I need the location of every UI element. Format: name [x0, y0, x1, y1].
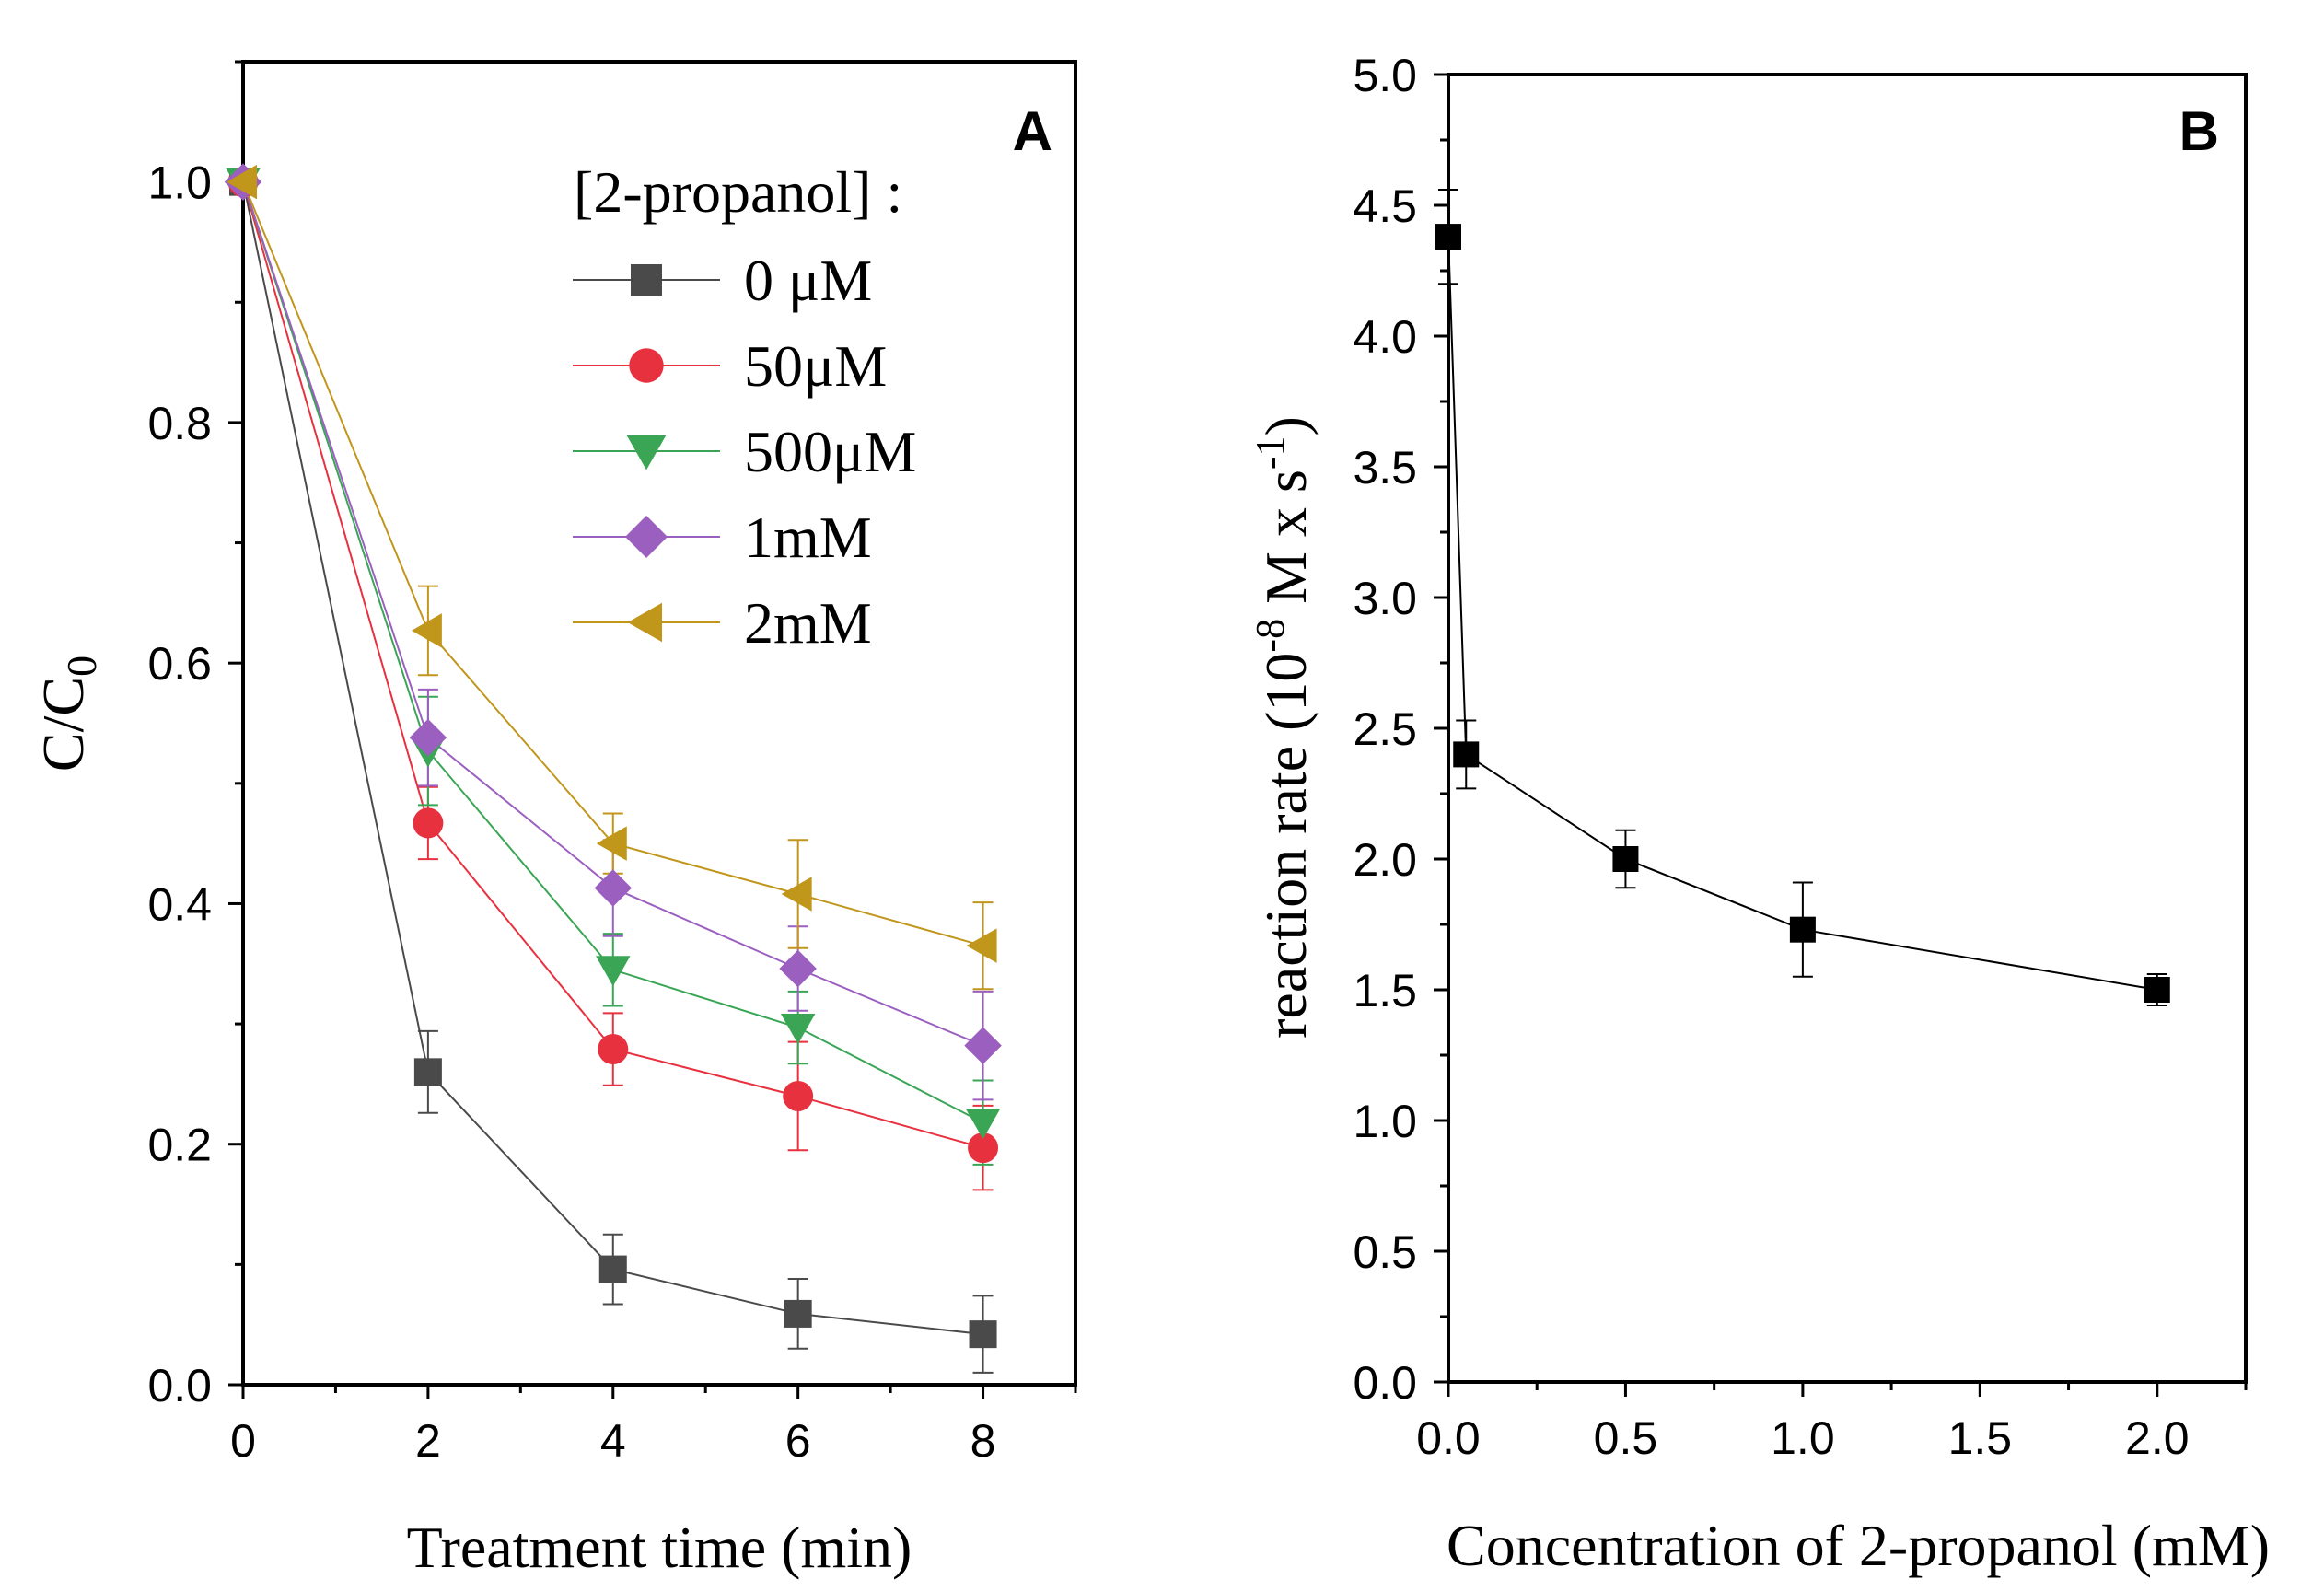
y-tick-label: 0.6: [147, 638, 212, 690]
legend-marker: [631, 264, 662, 296]
panel-a-x-axis-title: Treatment time (min): [407, 1515, 912, 1580]
panel-a: 0 2 4 6 8 0.0 0.2 0.4 0.6 0.8 1.0 A Treatment time…: [30, 60, 1077, 1580]
x-tick-label: 0.0: [1416, 1412, 1481, 1464]
data-point: [413, 1058, 442, 1086]
panel-b-tick-labels: 0.0 0.5 1.0 1.5 2.0 0.0 0.5 1.0 1.5 2.0 2.5 3.0 3.5 4…: [1353, 50, 2189, 1464]
legend-entry: 50μM: [573, 333, 887, 399]
legend-label: 500μM: [744, 419, 916, 484]
legend-entry: 1mM: [573, 505, 872, 570]
y-tick-label: 0.2: [147, 1120, 212, 1171]
panel-a-markers: [224, 163, 1002, 1349]
data-point: [409, 718, 447, 757]
legend-label: 1mM: [744, 505, 872, 570]
legend-marker: [627, 602, 662, 643]
panel-b-y-axis-title: reaction rate (10-8 M x s-1): [1248, 416, 1319, 1039]
data-point: [969, 1320, 997, 1349]
y-tick-label: 0.0: [147, 1360, 212, 1411]
data-point: [965, 1109, 1001, 1140]
panel-b-y-title-pre: reaction rate (10: [1253, 653, 1319, 1039]
y-tick-label: 0.4: [147, 878, 212, 930]
data-point: [411, 613, 442, 648]
y-tick-label: 1.5: [1353, 965, 1417, 1016]
panel-b: 0.0 0.5 1.0 1.5 2.0 0.0 0.5 1.0 1.5 2.0 2.5 3.0 3.5 4…: [1248, 50, 2270, 1578]
data-point: [598, 1034, 629, 1065]
legend-entries: 0 μM 50μM 500μM 1mM 2mM: [573, 248, 916, 656]
panel-a-tick-labels: 0 2 4 6 8 0.0 0.2 0.4 0.6 0.8 1.0: [147, 157, 995, 1467]
data-point: [964, 1027, 1002, 1064]
data-point: [596, 826, 627, 861]
legend-label: 0 μM: [744, 248, 872, 313]
y-tick-label: 0.8: [147, 398, 212, 449]
data-point: [1435, 224, 1461, 250]
y-tick-label: 4.0: [1353, 311, 1417, 363]
x-tick-label: 6: [785, 1415, 811, 1467]
data-point: [781, 877, 812, 912]
data-point: [2144, 977, 2170, 1003]
data-point: [784, 1299, 812, 1328]
data-point: [413, 807, 444, 839]
legend-marker: [625, 516, 668, 558]
data-point: [1612, 846, 1639, 872]
x-tick-label: 1.0: [1771, 1412, 1835, 1464]
y-tick-label: 3.0: [1353, 573, 1417, 624]
panel-b-ticks: [1434, 73, 2248, 1397]
data-point: [780, 1014, 816, 1045]
y-tick-label: 0.0: [1353, 1357, 1417, 1409]
x-tick-label: 2.0: [2125, 1412, 2190, 1464]
panel-b-y-title-post: ): [1253, 416, 1319, 435]
legend-label: 50μM: [744, 333, 887, 399]
y-tick-label: 0.5: [1353, 1226, 1417, 1278]
panel-a-error-bars: [417, 585, 994, 1374]
panel-a-ticks: [228, 60, 1077, 1399]
panel-b-y-title-sup2: -1: [1248, 435, 1293, 470]
panel-b-markers: [1435, 224, 2170, 1003]
panel-a-legend: [2-propanol] : 0 μM 50μM 500μM 1mM 2mM: [573, 159, 916, 656]
panel-b-series-lines: [1447, 237, 2157, 991]
panel-b-error-bars: [1438, 188, 2167, 1007]
panel-a-y-title-sub: 0: [58, 656, 105, 677]
legend-entry: 500μM: [573, 419, 916, 484]
data-point: [227, 164, 257, 200]
legend-label: 2mM: [744, 590, 872, 656]
legend-title: [2-propanol] :: [574, 159, 902, 225]
series-line: [1447, 237, 2157, 991]
data-point: [968, 1132, 999, 1164]
x-tick-label: 0: [230, 1415, 256, 1467]
data-point: [1789, 916, 1816, 943]
panel-b-plot-frame: [1447, 73, 2248, 1384]
panel-a-y-title-main: C/C: [30, 677, 96, 772]
data-point: [783, 1080, 814, 1111]
panel-a-label: A: [1013, 100, 1052, 162]
legend-entry: 2mM: [573, 590, 872, 656]
panel-a-plot-frame: [241, 60, 1077, 1387]
x-tick-label: 4: [600, 1415, 626, 1467]
data-point: [596, 956, 631, 987]
legend-marker: [629, 348, 664, 383]
legend-marker: [626, 435, 667, 470]
y-tick-label: 3.5: [1353, 442, 1417, 494]
y-tick-label: 2.0: [1353, 834, 1417, 886]
panel-b-label: B: [2179, 100, 2219, 162]
y-tick-label: 5.0: [1353, 50, 1417, 101]
panel-b-y-title-mid: M x s: [1253, 470, 1319, 619]
y-tick-label: 1.0: [147, 157, 212, 209]
data-point: [594, 869, 633, 907]
panel-b-y-title-sup1: -8: [1248, 619, 1293, 653]
legend-entry: 0 μM: [573, 248, 872, 313]
y-tick-label: 1.0: [1353, 1096, 1417, 1147]
data-point: [598, 1255, 627, 1283]
x-tick-label: 1.5: [1948, 1412, 2013, 1464]
x-tick-label: 2: [415, 1415, 441, 1467]
y-tick-label: 4.5: [1353, 180, 1417, 232]
data-point: [1453, 741, 1480, 768]
data-point: [966, 928, 997, 963]
x-tick-label: 0.5: [1594, 1412, 1658, 1464]
y-tick-label: 2.5: [1353, 703, 1417, 755]
panel-a-y-axis-title: C/C0: [30, 656, 105, 772]
x-tick-label: 8: [970, 1415, 996, 1467]
panel-b-x-axis-title: Concentration of 2-propanol (mM): [1447, 1513, 2270, 1578]
data-point: [779, 949, 817, 988]
